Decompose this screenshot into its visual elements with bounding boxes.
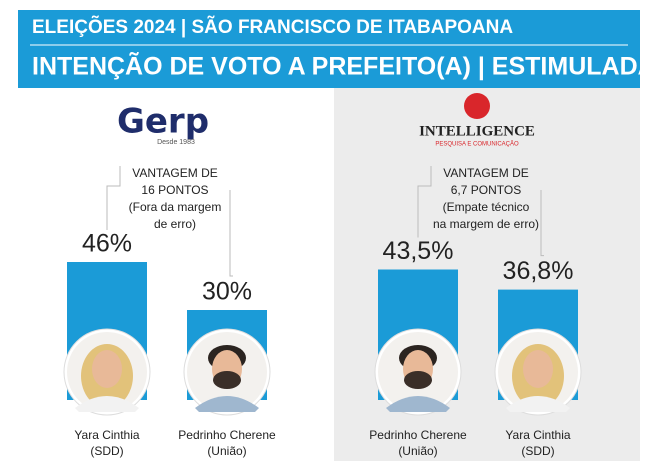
annotation-bracket <box>106 166 121 230</box>
header-subtitle: INTENÇÃO DE VOTO A PREFEITO(A) | ESTIMUL… <box>32 51 652 81</box>
candidate-party: (SDD) <box>521 444 554 458</box>
annotation-line: 16 PONTOS <box>141 183 208 197</box>
logo-tagline: PESQUISA E COMUNICAÇÃO <box>435 141 519 148</box>
photo-shoulders <box>386 396 450 412</box>
annotation-line: VANTAGEM DE <box>132 166 218 180</box>
candidate-name: Pedrinho Cherene <box>178 428 276 442</box>
candidate-party: (SDD) <box>90 444 123 458</box>
header-band <box>18 10 640 88</box>
photo-shoulders <box>506 396 570 412</box>
annotation-line: na margem de erro) <box>433 217 539 231</box>
annotation-line: (Empate técnico <box>443 200 530 214</box>
logo: INTELLIGENCE <box>419 123 535 139</box>
value-label: 43,5% <box>383 237 454 265</box>
logo: Gerp <box>117 102 209 142</box>
value-label: 30% <box>202 278 252 306</box>
photo-beard <box>213 371 241 389</box>
photo-shoulders <box>75 396 139 412</box>
photo-shoulders <box>195 396 259 412</box>
annotation-bracket <box>540 190 544 257</box>
value-label: 46% <box>82 230 132 258</box>
annotation-bracket <box>417 166 432 238</box>
logo-icon <box>464 93 490 119</box>
annotation-line: VANTAGEM DE <box>443 166 529 180</box>
photo-face <box>92 350 122 388</box>
candidate-name: Yara Cinthia <box>74 428 139 442</box>
annotation-line: de erro) <box>154 217 196 231</box>
candidate-party: (União) <box>207 444 246 458</box>
photo-beard <box>404 371 432 389</box>
annotation-bracket <box>229 190 233 277</box>
annotation-line: 6,7 PONTOS <box>451 183 521 197</box>
candidate-name: Pedrinho Cherene <box>369 428 467 442</box>
candidate-party: (União) <box>398 444 437 458</box>
photo-face <box>523 350 553 388</box>
header-title: ELEIÇÕES 2024 | SÃO FRANCISCO DE ITABAPO… <box>32 16 513 38</box>
logo-tagline: Desde 1983 <box>157 139 195 146</box>
value-label: 36,8% <box>503 257 574 285</box>
candidate-name: Yara Cinthia <box>505 428 570 442</box>
annotation-line: (Fora da margem <box>129 200 222 214</box>
